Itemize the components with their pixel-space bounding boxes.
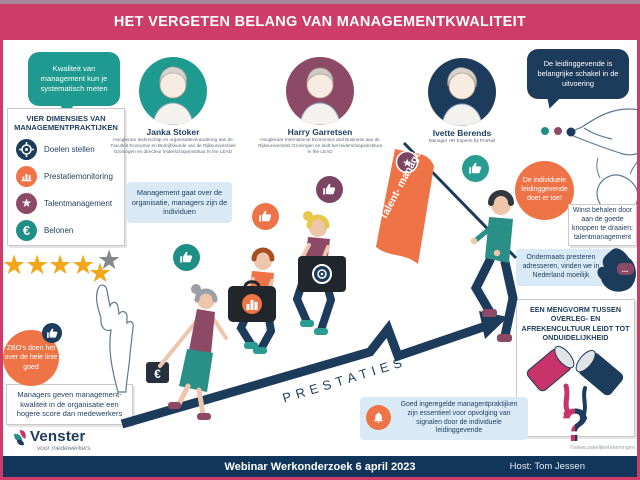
svg-text:...: ...: [622, 265, 629, 274]
speaker-portrait: [428, 58, 496, 126]
thumbs-up-icon: [42, 323, 62, 343]
star-icon-half: ★: [88, 258, 113, 288]
dimension-label: Prestatiemonitoring: [44, 171, 113, 181]
thumbs-up-icon: [462, 155, 489, 182]
speaker-name: Harry Garretsen: [287, 127, 353, 137]
star-icon: ★: [48, 250, 73, 280]
bell-icon: [366, 405, 391, 430]
climber-briefcase: [228, 247, 276, 354]
dimension-label: Talentmanagement: [44, 198, 113, 208]
page-title: HET VERGETEN BELANG VAN MANAGEMENTKWALIT…: [0, 4, 640, 40]
thumbs-up-icon: [316, 176, 343, 203]
speaker-bio: Hoogleraar leiderschap en organisatiever…: [110, 137, 236, 155]
note-winst: Winst behalen door aan de goede knoppen …: [568, 204, 637, 246]
speaker-bio: Manager HR Experts bij ProRail: [428, 138, 496, 143]
climber-woman-gray: [158, 284, 228, 420]
speaker-portrait: [286, 57, 354, 125]
bar-chart-icon: [16, 165, 37, 187]
star-icon: ★: [71, 250, 96, 280]
paint-can-pink: [526, 346, 575, 392]
frame-left: [0, 4, 3, 480]
speaker-name: Ivette Berends: [432, 128, 492, 138]
dimensions-box: VIER DIMENSIES VAN MANAGEMENTPRAKTIJKEN …: [7, 108, 125, 246]
dimension-row-belonen: € Belonen: [16, 219, 118, 241]
bubble-schakel-tail: [543, 94, 561, 111]
note-mengvorm-box: EEN MENGVORM TUSSEN OVERLEG- EN AFREKENC…: [516, 299, 635, 444]
dimensions-title: VIER DIMENSIES VAN MANAGEMENTPRAKTIJKEN: [14, 114, 118, 133]
note-individuele-leidinggevende: De individuele leidinggevende doet er to…: [515, 161, 574, 220]
star-icon: ★: [2, 250, 27, 280]
svg-text:€: €: [154, 367, 161, 381]
speaker-portrait: [139, 57, 207, 125]
pinch-hand-icon: [571, 108, 640, 156]
footer-bar: [0, 456, 640, 477]
venster-logo-icon: [14, 430, 26, 446]
thumbs-up-icon: [173, 244, 200, 271]
credit-text: ©www.zakelijketekeningen: [569, 445, 635, 451]
speaker-bio: Hoogleraar International Economics and B…: [258, 137, 382, 155]
dimension-label: Belonen: [44, 225, 74, 235]
pointing-hand-icon: [95, 284, 134, 393]
climber-flag-bearer: [470, 190, 518, 342]
footer-webinar-title: Webinar Werkonderzoek 6 april 2023: [224, 460, 416, 473]
note-management-organisatie: Management gaat over de organisatie, man…: [127, 182, 232, 223]
dimension-row-doelen: Doelen stellen: [16, 138, 118, 160]
speaker-name: Janka Stoker: [146, 127, 200, 137]
paint-can-navy: [575, 350, 624, 396]
frame-right: [637, 4, 640, 480]
dimension-label: Doelen stellen: [44, 144, 95, 154]
climber-target-sign: [292, 211, 346, 335]
star-icon: ★: [16, 192, 37, 214]
dot-teal: [541, 127, 549, 135]
dimension-row-prestatie: Prestatiemonitoring: [16, 165, 118, 187]
note-mengvorm-title: EEN MENGVORM TUSSEN OVERLEG- EN AFREKENC…: [521, 305, 630, 343]
paint-cans-illustration: ?: [526, 346, 624, 444]
target-icon: [16, 138, 37, 160]
note-ondermaats: Ondermaats presteren adresseren, vinden …: [516, 249, 616, 286]
star-icon-empty: ★: [97, 245, 122, 275]
thumbs-up-icon: [252, 203, 279, 230]
dimension-row-talent: ★ Talentmanagement: [16, 192, 118, 214]
top-strip: [0, 0, 640, 4]
bubble-schakel: De leidinggevende is belangrijke schakel…: [527, 49, 629, 99]
euro-icon: €: [16, 219, 37, 241]
venster-logo-name: Venster: [30, 428, 86, 445]
footer-host: Host: Tom Jessen: [509, 461, 585, 472]
venster-logo-tagline: voor medewerkers: [37, 445, 91, 452]
frame-bottom: [0, 477, 640, 480]
question-mark: ?: [561, 399, 589, 444]
dot-maroon: [554, 127, 562, 135]
euro-bag: €: [146, 362, 169, 383]
dot-navy: [566, 127, 576, 137]
bubble-measure: Kwaliteit van management kun je systemat…: [28, 52, 120, 106]
star-icon: ★: [25, 250, 50, 280]
note-managers-score: Managers geven management- kwaliteit in …: [6, 384, 133, 425]
